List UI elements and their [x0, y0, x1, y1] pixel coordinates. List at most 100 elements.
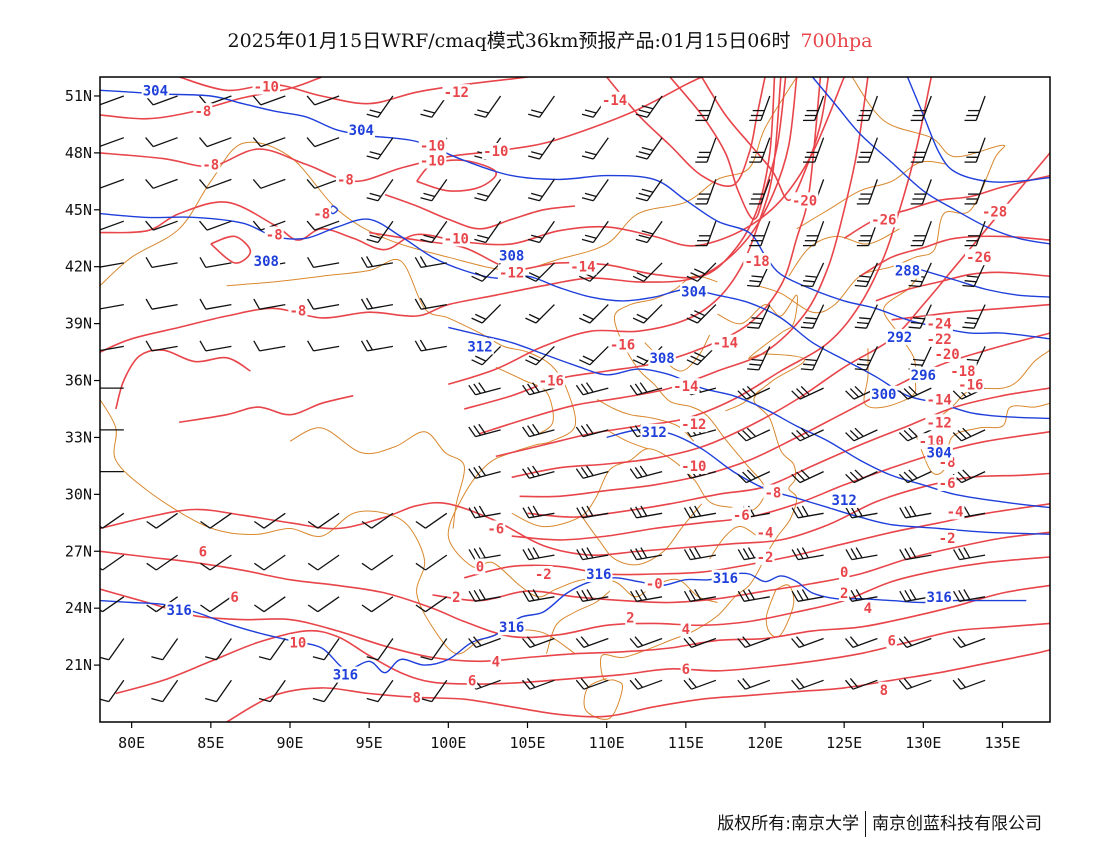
border-line: [914, 402, 1050, 475]
temp-label-bg: [418, 137, 447, 154]
height-label: 316: [586, 567, 611, 583]
wind-barb: [312, 679, 340, 703]
temperature-label: -6: [939, 476, 956, 492]
longitude-axis: 80E 85E 90E 95E 100E 105E 110E 115E 120E 125E 130E…: [118, 722, 1021, 752]
wind-barb: [800, 262, 825, 288]
height-label: 304: [143, 83, 168, 99]
wind-barb: [366, 179, 394, 202]
temperature-label: -22: [927, 332, 952, 348]
wind-barb: [964, 137, 986, 163]
wind-barb: [522, 547, 555, 561]
lon-tick-label: 80E: [118, 734, 145, 752]
wind-barb: [630, 547, 663, 561]
temperature-label: -18: [950, 364, 975, 380]
wind-barb: [306, 137, 340, 148]
temperature-label: -8: [764, 486, 781, 502]
temp-label-bg: [442, 230, 470, 247]
wind-barb: [100, 387, 124, 389]
wind-barb: [468, 465, 501, 479]
wind-barb: [253, 340, 286, 352]
company-name: 南京创蓝科技有限公司: [872, 814, 1042, 834]
wind-barb: [856, 179, 879, 205]
wind-barb: [898, 385, 932, 400]
temperature-label: -0: [646, 577, 663, 593]
wind-barb: [366, 137, 394, 160]
temperature-label: 2: [452, 590, 460, 606]
title-main: 2025年01月15日WRF/cmaq模式36km预报产品:01月15日06时: [227, 30, 791, 52]
wind-barb: [635, 220, 663, 244]
wind-barb: [200, 596, 232, 613]
wind-barb: [632, 304, 663, 324]
temp-label-bg: [680, 457, 708, 474]
wind-barb: [307, 596, 340, 613]
wind-barb: [200, 512, 232, 529]
wind-barb: [312, 638, 340, 661]
temperature-contour: [100, 77, 798, 353]
temp-label-bg: [680, 621, 692, 637]
wind-barb: [575, 636, 609, 649]
temperature-contour: [464, 503, 1050, 579]
wind-barb: [200, 554, 232, 571]
wind-barb: [100, 262, 124, 268]
wind-barb: [635, 137, 663, 160]
wind-barb: [910, 95, 932, 122]
wind-barb: [964, 95, 986, 122]
wind-barb: [854, 346, 878, 371]
wind-barb: [964, 220, 986, 247]
wind-barb: [791, 547, 824, 561]
wind-barb: [803, 95, 825, 122]
latitude-axis: 51N 48N 45N 42N 39N 36N 33N 30N 27N 24N 21N: [65, 87, 100, 674]
wind-barb: [307, 256, 340, 269]
temperature-label: -2: [757, 550, 774, 566]
wind-barb: [415, 596, 448, 613]
wind-barb: [468, 423, 501, 438]
temperature-label: 6: [230, 590, 238, 606]
temperature-contour: [369, 77, 776, 279]
temperature-label: -14: [673, 379, 698, 395]
temp-label-bg: [949, 363, 977, 379]
wind-barb: [908, 346, 932, 371]
wind-barb: [306, 95, 340, 106]
wind-barb: [307, 298, 340, 310]
temperature-contour: [100, 77, 322, 120]
temperature-label: -6: [487, 522, 504, 538]
lat-tick-label: 51N: [65, 87, 92, 105]
wind-barb: [100, 345, 124, 352]
lon-tick-label: 90E: [276, 734, 303, 752]
height-label: 304: [349, 123, 374, 139]
temperature-label: -16: [958, 377, 983, 393]
wind-barb: [414, 297, 447, 310]
temp-label-bg: [264, 226, 284, 243]
wind-barb: [791, 469, 824, 484]
wind-barb: [151, 638, 179, 661]
temp-label-bg: [790, 192, 819, 209]
temperature-contour: [178, 77, 528, 105]
lon-tick-label: 85E: [197, 734, 224, 752]
wind-barb: [576, 547, 609, 561]
temp-label-bg: [945, 503, 965, 520]
height-contour: [100, 89, 1050, 340]
wind-barb: [100, 178, 125, 189]
temperature-label: -4: [947, 504, 964, 520]
wind-barb: [100, 596, 125, 613]
wind-barb: [854, 262, 878, 288]
temperature-label: 8: [880, 683, 888, 699]
height-label: 308: [649, 351, 674, 367]
wind-barb: [474, 220, 502, 244]
wind-barb: [146, 554, 178, 571]
height-contour: [606, 429, 1050, 535]
wind-barb: [856, 95, 879, 122]
temperature-label: -12: [681, 417, 706, 433]
wind-barb: [528, 95, 555, 118]
temp-label-bg: [474, 558, 486, 575]
wind-barb: [683, 547, 717, 561]
temp-label-bg: [466, 672, 478, 689]
height-contour: [448, 326, 1050, 509]
wind-barb: [737, 677, 771, 690]
wind-barb: [522, 589, 555, 602]
lon-tick-label: 105E: [509, 734, 545, 752]
wind-barb: [471, 345, 502, 366]
wind-barb: [468, 547, 501, 561]
temperature-contour: [859, 235, 1050, 277]
wind-barb: [737, 589, 770, 602]
